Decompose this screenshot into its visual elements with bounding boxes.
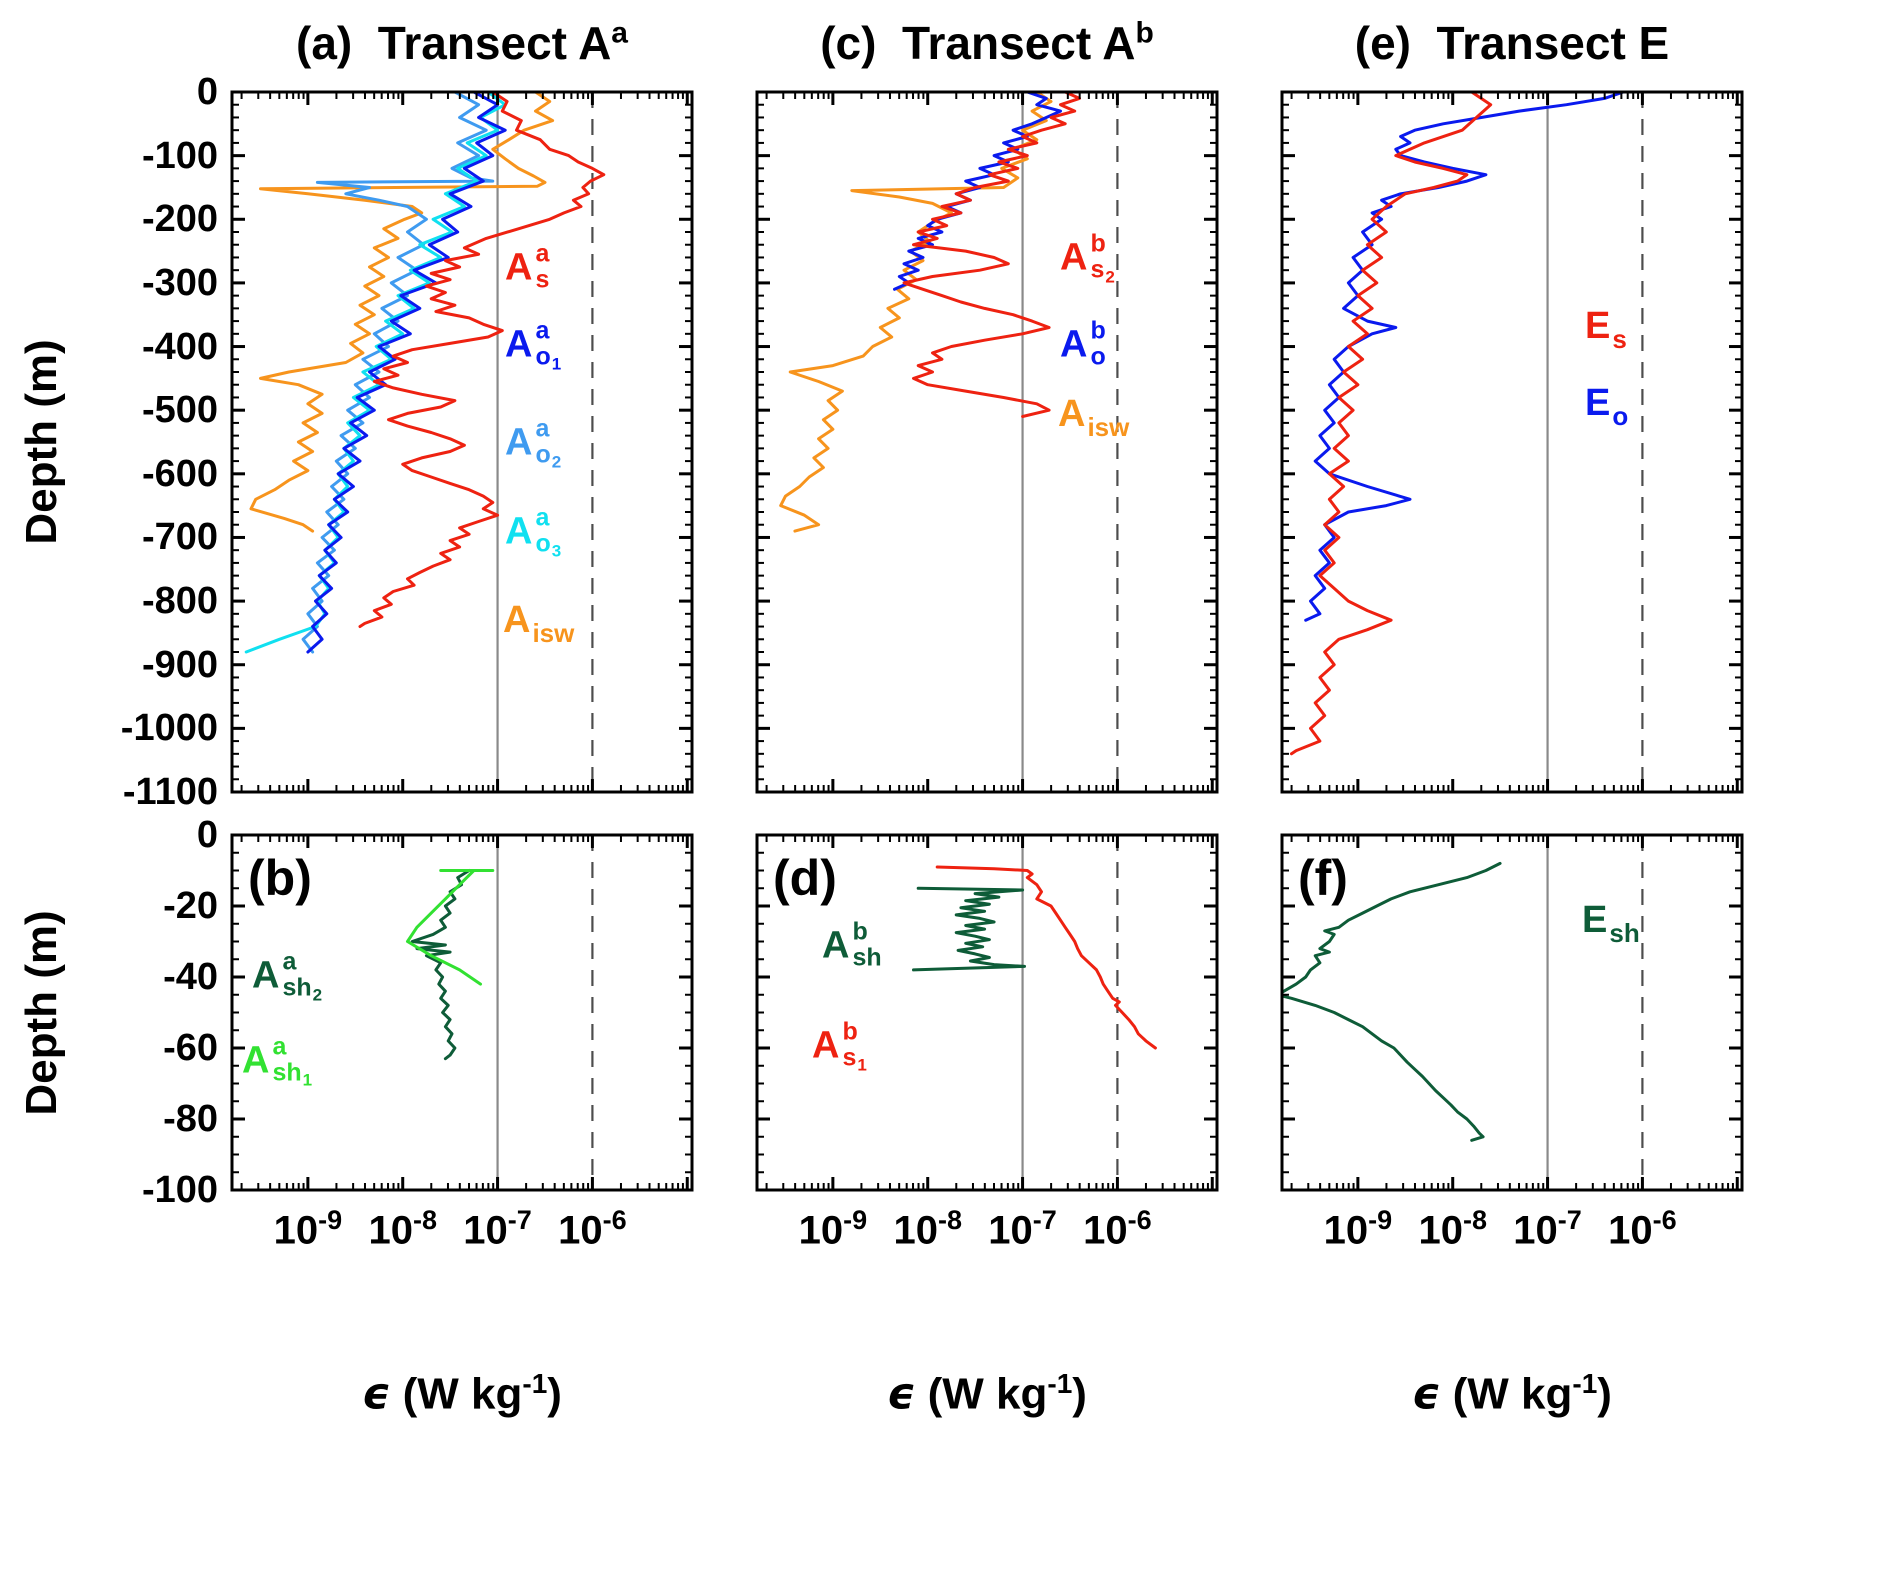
axes-box xyxy=(1280,90,1744,794)
axes-box xyxy=(230,90,694,794)
axes-box xyxy=(230,833,694,1192)
series-Ash-b xyxy=(912,886,1026,972)
tick-marks xyxy=(1282,833,1742,1192)
tick-marks xyxy=(1282,90,1742,794)
panel-b xyxy=(230,833,694,1192)
tick-marks xyxy=(757,833,1217,1192)
series-Aisw-a xyxy=(249,92,555,533)
panel-f xyxy=(1280,833,1744,1192)
panel-e xyxy=(1280,90,1744,794)
axes-box xyxy=(755,90,1219,794)
panel-c xyxy=(755,90,1219,794)
panel-d xyxy=(755,833,1219,1192)
series-Ash2-a xyxy=(410,869,471,1061)
tick-marks xyxy=(757,90,1217,794)
series-Ao2-a xyxy=(301,92,495,654)
series-As2-b xyxy=(902,92,1081,418)
series-As1-b xyxy=(935,865,1157,1050)
series-Esh xyxy=(1282,861,1502,1142)
series-Aisw-c xyxy=(779,92,1053,533)
panel-a xyxy=(230,90,694,794)
series-Ao1-a xyxy=(306,92,507,654)
series-Eo xyxy=(1304,92,1625,622)
series-Es xyxy=(1290,92,1493,756)
series-As-a xyxy=(358,92,606,628)
tick-marks xyxy=(232,833,692,1192)
axes-box xyxy=(1280,833,1744,1192)
tick-marks xyxy=(232,90,692,794)
series-Ash1-a xyxy=(406,869,495,986)
